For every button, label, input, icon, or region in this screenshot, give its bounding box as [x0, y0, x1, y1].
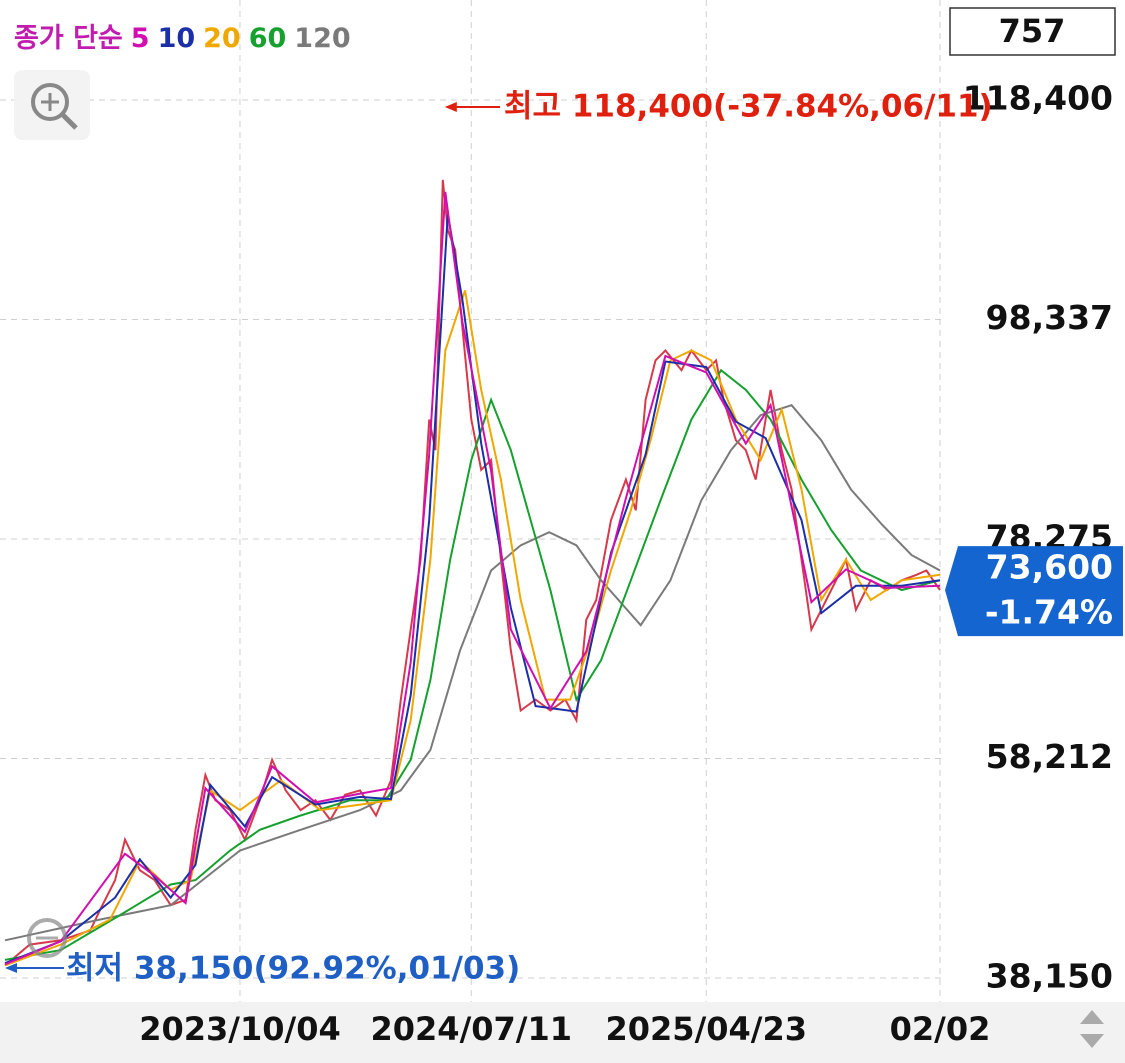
y-tick-label: 58,212 — [986, 737, 1113, 776]
arrow-down[interactable] — [1080, 1034, 1104, 1048]
zoom-icon[interactable] — [60, 112, 78, 130]
legend: 종가 단순 5 10 20 60 120 — [14, 23, 351, 54]
ma-line — [4, 404, 941, 942]
high-label: 최고 118,400(-37.84%,06/11) — [504, 89, 993, 125]
count-box — [949, 7, 1116, 56]
x-axis-band — [0, 1002, 1125, 1063]
legend-entry: 20 — [203, 23, 241, 54]
legend-entry: 60 — [249, 23, 287, 54]
arrow-head — [5, 963, 17, 973]
scroll-arrows[interactable] — [1080, 1010, 1104, 1048]
arrow-head — [444, 102, 457, 112]
plot — [4, 179, 941, 967]
zoom-icon[interactable] — [31, 83, 69, 121]
legend-entry: 120 — [294, 23, 350, 54]
grid: 38,15058,21278,27598,337118,4002023/10/0… — [0, 0, 1113, 1048]
zoom-bg[interactable] — [14, 70, 90, 140]
low-label: 최저 38,150(92.92%,01/03) — [66, 951, 520, 987]
x-tick-label: 2025/04/23 — [606, 1010, 808, 1048]
y-tick-label: 98,337 — [986, 298, 1113, 337]
zoom-out-button[interactable] — [27, 918, 67, 958]
legend-entry: 5 — [131, 23, 150, 54]
y-tick-label: 38,150 — [986, 957, 1113, 996]
labels: 최고 118,400(-37.84%,06/11) 최저 38,150(92.92… — [5, 89, 1123, 987]
zoom-button[interactable] — [14, 70, 90, 140]
y-tick-label: 118,400 — [963, 79, 1113, 118]
legend-entry: 종가 단순 — [14, 23, 123, 54]
ma-line — [4, 368, 941, 961]
arrow-up[interactable] — [1080, 1010, 1104, 1024]
ma-line — [4, 290, 941, 967]
ma-line — [4, 191, 941, 966]
legend-entry: 10 — [158, 23, 196, 54]
ma-line — [4, 213, 941, 965]
last-change: -1.74% — [985, 593, 1113, 632]
last-price: 73,600 — [986, 548, 1113, 587]
last-price-box — [945, 546, 1123, 637]
bar-count: 757 — [999, 12, 1066, 50]
x-tick-label: 2024/07/11 — [371, 1010, 573, 1048]
x-tick-label: 2023/10/04 — [139, 1010, 341, 1048]
x-tick-label: 02/02 — [890, 1010, 991, 1048]
zoom-icon[interactable] — [27, 918, 67, 958]
